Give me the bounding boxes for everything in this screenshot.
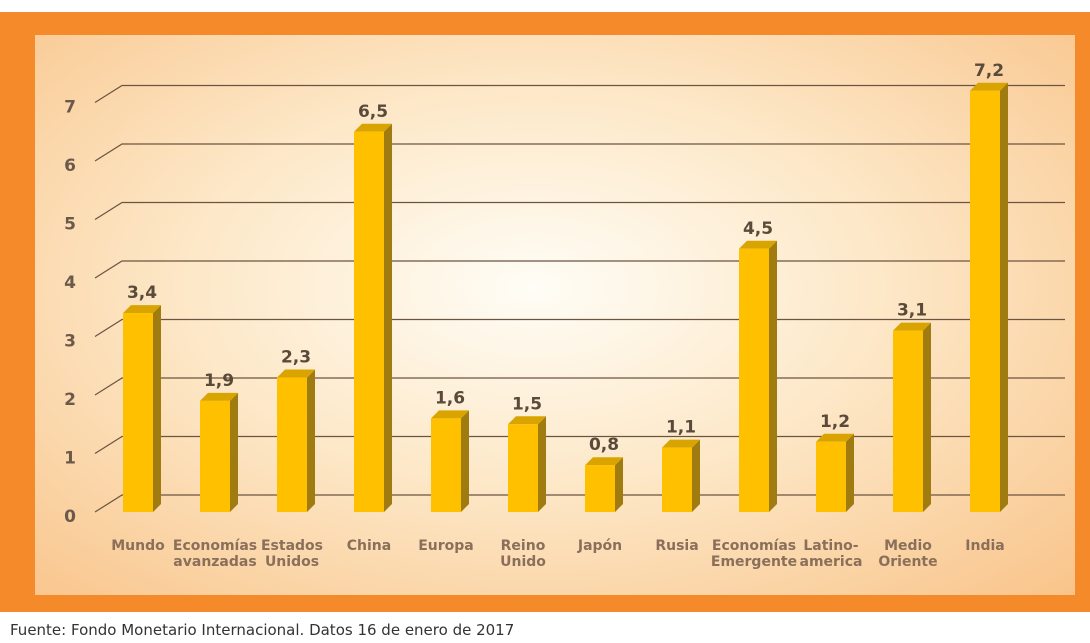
bar-side [923, 322, 931, 512]
bar-top [893, 322, 931, 331]
x-tick-label: Economías Emergente [710, 538, 798, 570]
y-tick-label: 4 [64, 273, 76, 293]
x-tick-label: Economías avanzadas [172, 538, 258, 570]
x-tick-label: Reino Unido [500, 538, 546, 570]
bar [970, 90, 1000, 513]
x-tick-label: Europa [418, 538, 474, 554]
bar-top [585, 457, 623, 466]
bar [662, 447, 692, 512]
bar-side [846, 433, 854, 512]
bar-top [123, 305, 161, 314]
grid-line [94, 201, 1065, 221]
x-tick-label: India [965, 538, 1005, 554]
bar-top [816, 433, 854, 442]
grid-line [94, 260, 1065, 279]
value-label: 3,4 [127, 283, 157, 303]
value-label: 3,1 [897, 301, 927, 321]
y-tick-label: 0 [64, 507, 76, 527]
value-label: 1,9 [204, 371, 234, 391]
bar-top [508, 416, 546, 425]
value-label: 1,1 [666, 418, 696, 438]
value-label: 1,2 [820, 412, 850, 432]
bar-side [615, 457, 623, 512]
value-label: 6,5 [358, 102, 388, 122]
bar-top [739, 240, 777, 249]
bar [277, 377, 307, 512]
bar [508, 424, 538, 512]
grid-line [94, 84, 1065, 104]
value-label: 4,5 [743, 219, 773, 239]
bar-side [692, 439, 700, 512]
x-tick-label: Rusia [655, 538, 699, 554]
bar-side [307, 369, 315, 512]
x-tick-label: Latino- america [799, 538, 863, 570]
bar-top [662, 439, 700, 448]
value-label: 2,3 [281, 347, 311, 367]
bar [816, 441, 846, 512]
bar [200, 400, 230, 512]
value-label: 1,5 [512, 394, 542, 414]
bar-side [230, 392, 238, 512]
bar-side [769, 240, 777, 512]
bar [354, 131, 384, 512]
source-note: Fuente: Fondo Monetario Internacional. D… [10, 621, 515, 639]
bar-top [354, 123, 392, 132]
bar-top [431, 410, 469, 419]
y-tick-label: 6 [64, 156, 76, 176]
bar-side [153, 305, 161, 512]
x-tick-label: Mundo [111, 538, 165, 554]
y-tick-label: 2 [64, 390, 76, 410]
bar-side [1000, 82, 1008, 513]
y-tick-label: 3 [64, 332, 76, 352]
x-tick-label: China [346, 538, 392, 554]
y-tick-label: 5 [64, 215, 76, 235]
bar [585, 465, 615, 512]
value-label: 0,8 [589, 435, 619, 455]
bar-top [200, 392, 238, 401]
y-tick-label: 7 [64, 98, 76, 118]
bar [739, 248, 769, 512]
bar-top [970, 82, 1008, 91]
bar [431, 418, 461, 512]
x-tick-label: Japón [577, 538, 623, 554]
bar [123, 313, 153, 512]
bar-side [384, 123, 392, 512]
grid-line [94, 143, 1065, 162]
value-label: 1,6 [435, 388, 465, 408]
x-tick-label: Medio Oriente [878, 538, 938, 570]
bar [893, 330, 923, 512]
value-label: 7,2 [974, 61, 1004, 81]
bar-side [461, 410, 469, 512]
x-tick-label: Estados Unidos [260, 538, 323, 570]
bar-side [538, 416, 546, 512]
bar-top [277, 369, 315, 378]
y-tick-label: 1 [64, 449, 76, 469]
